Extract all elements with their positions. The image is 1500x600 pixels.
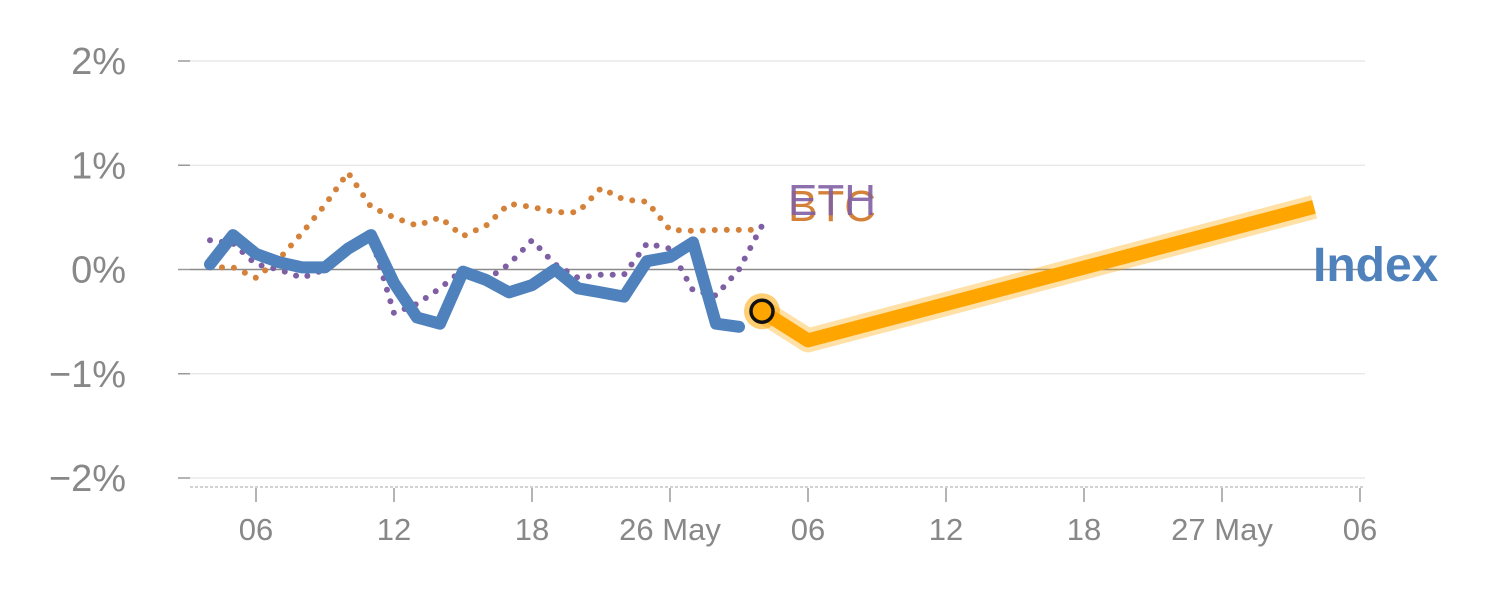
current-point-marker: [749, 298, 775, 324]
index-label: Index: [1313, 239, 1439, 292]
x-tick-label: 06: [791, 512, 825, 547]
eth-label: ETH: [788, 176, 876, 225]
btc-line: [207, 169, 765, 281]
y-axis: 2% 1% 0% −1% −2%: [49, 41, 190, 500]
y-tick-label: 1%: [71, 145, 126, 187]
x-axis: 06 12 18 26 May 06 12 18 27 May 06: [190, 486, 1377, 547]
gridlines: [190, 60, 1365, 479]
x-tick-label: 12: [929, 512, 963, 547]
x-tick-label: 18: [515, 512, 549, 547]
y-tick-label: −1%: [49, 354, 126, 396]
x-tick-label: 26 May: [619, 512, 721, 547]
y-tick-label: 0%: [71, 250, 126, 292]
x-tick-label: 12: [377, 512, 411, 547]
x-tick-label: 27 May: [1171, 512, 1273, 547]
index-forecast-line: [758, 200, 1316, 348]
btc-label: BTC: [788, 182, 876, 231]
x-tick-label: 06: [239, 512, 273, 547]
x-tick-label: 18: [1067, 512, 1101, 547]
x-tick-label: 06: [1343, 512, 1377, 547]
y-tick-label: −2%: [49, 458, 126, 500]
index-line: [204, 229, 745, 333]
y-tick-label: 2%: [71, 41, 126, 83]
series-lines: [204, 169, 1318, 353]
